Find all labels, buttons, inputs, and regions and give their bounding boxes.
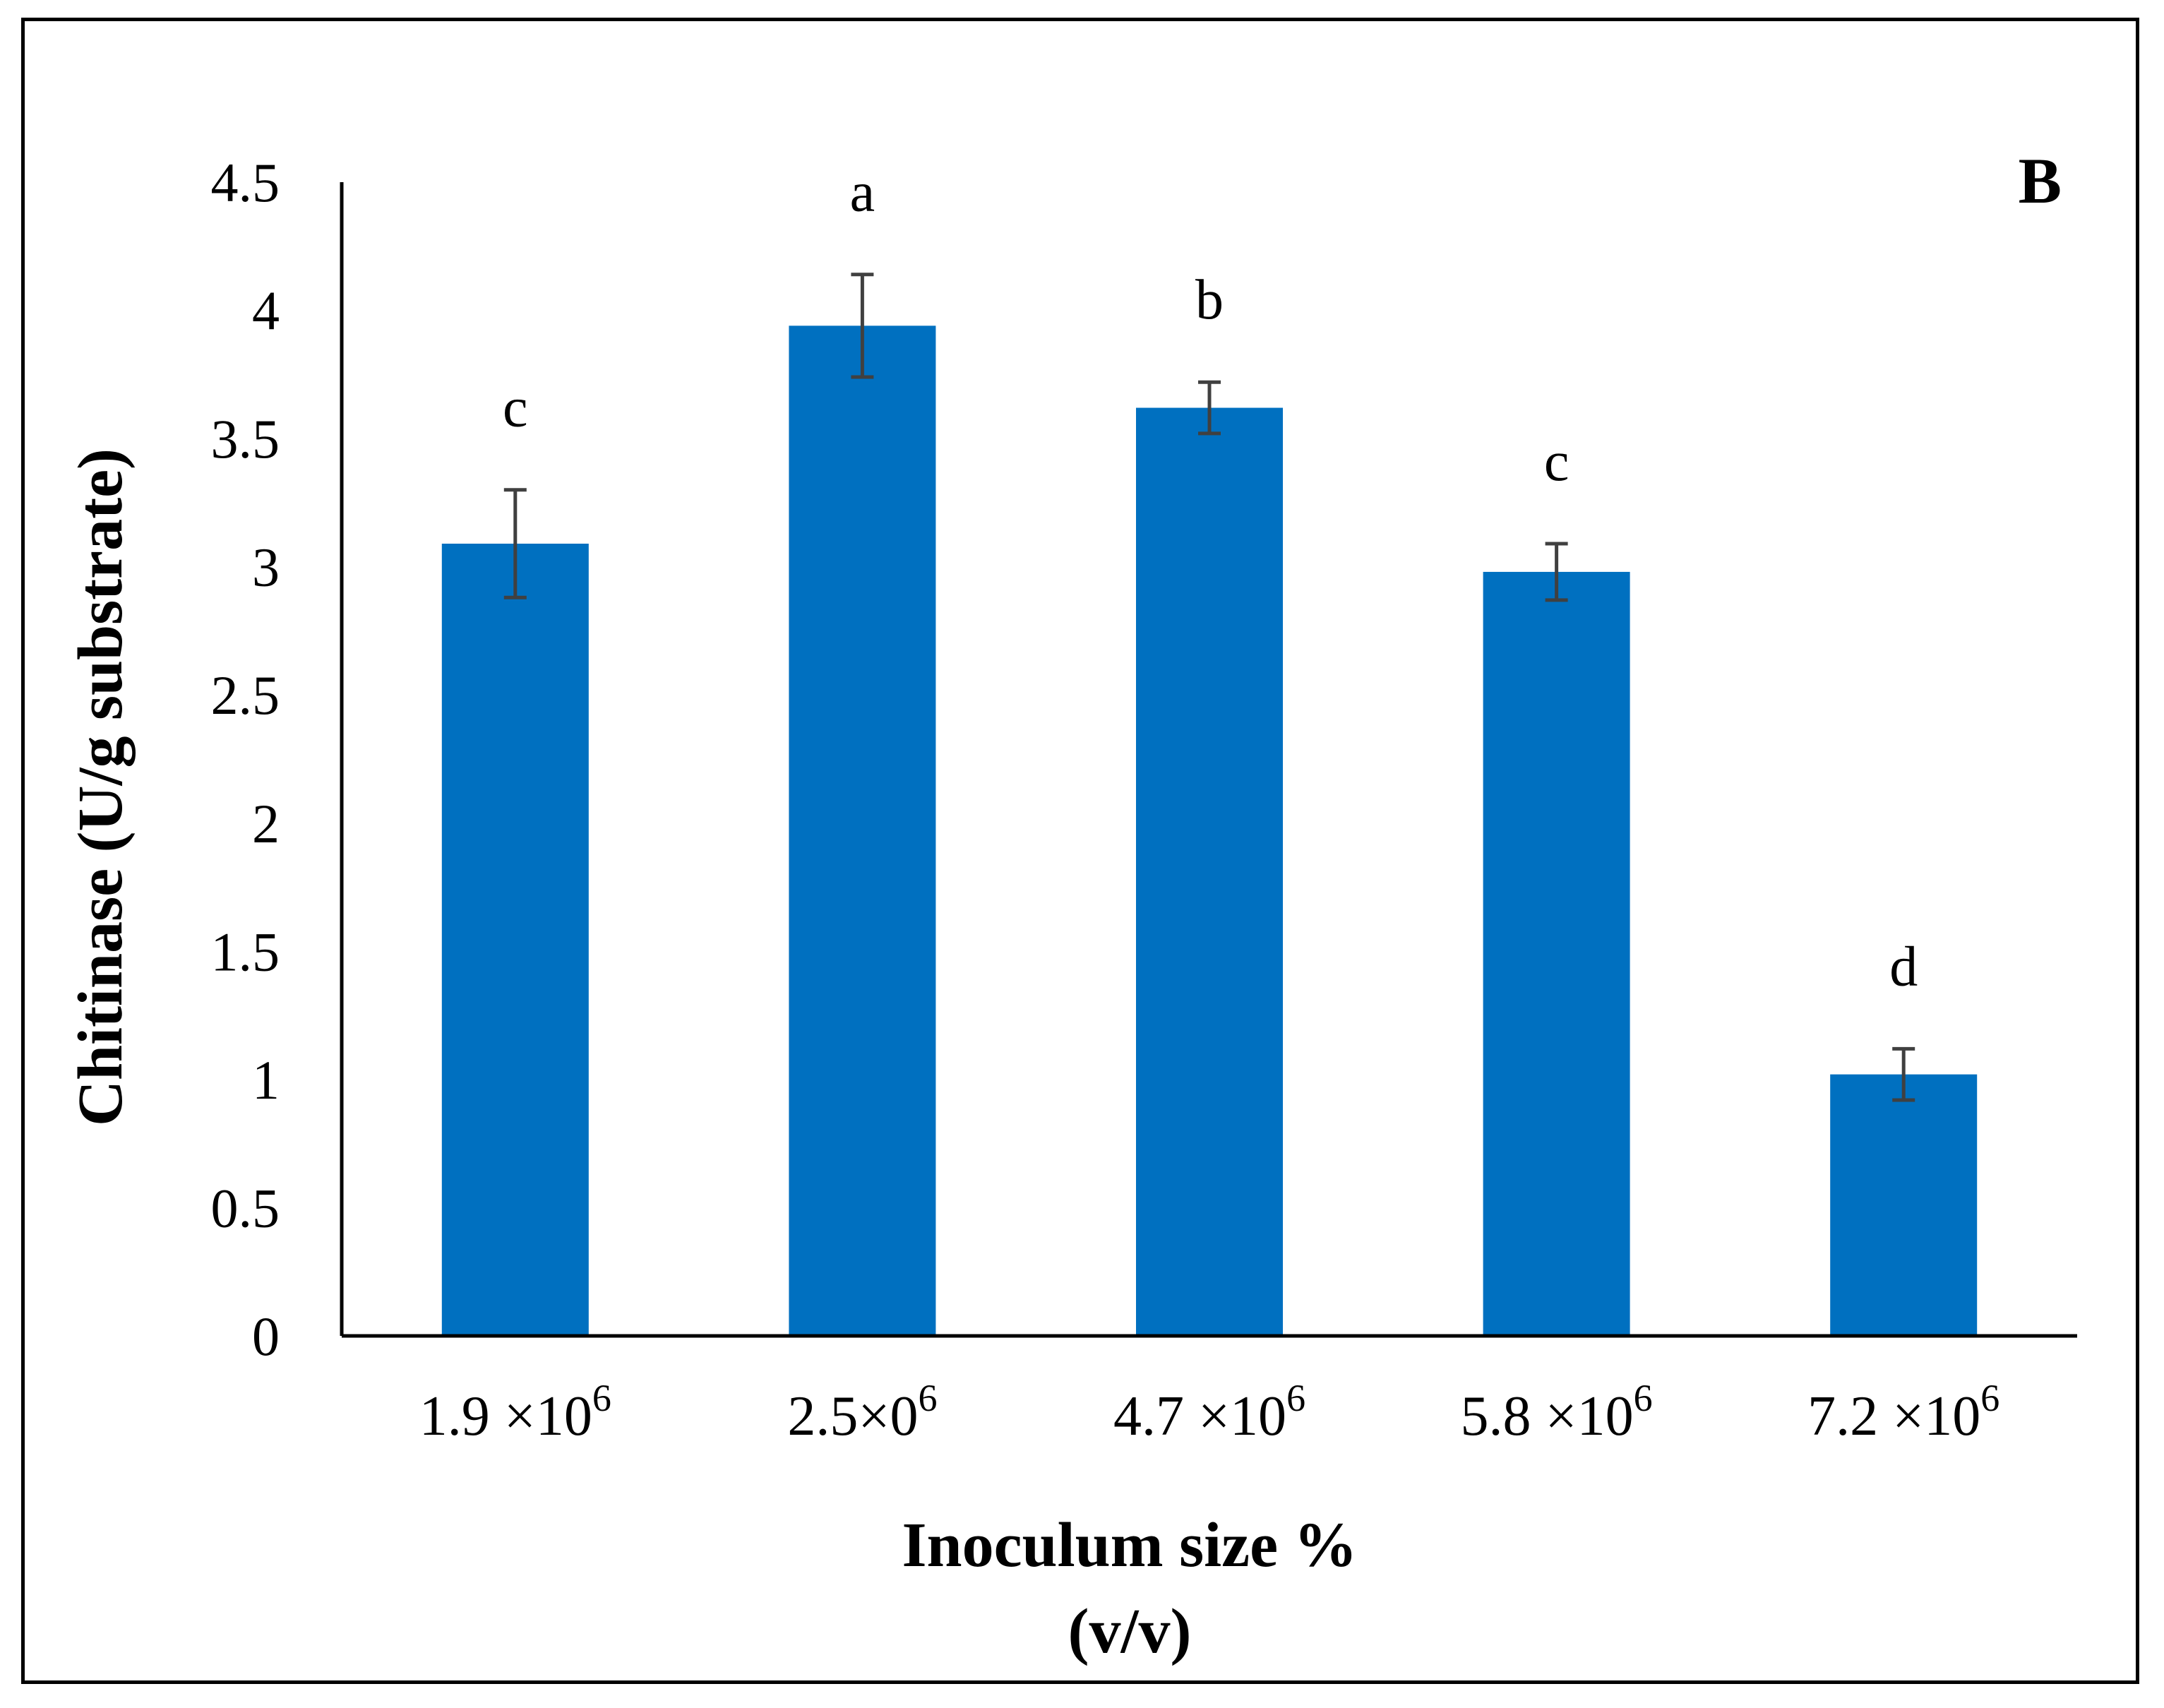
x-category-label-base: 5.8 ×10 [1461, 1385, 1634, 1447]
x-category-labels-group: 1.9 ×106 2.5×06 4.7 ×106 5.8 ×106 7.2 ×106 [419, 1377, 2000, 1447]
significance-letter: a [850, 162, 875, 224]
x-category-label-exponent: 6 [592, 1377, 611, 1419]
error-bar [1198, 380, 1221, 436]
x-axis-subtitle: (v/v) [1068, 1596, 1192, 1666]
panel-label: B [2019, 145, 2062, 217]
x-category-label-base: 7.2 ×10 [1807, 1385, 1980, 1447]
y-tick-labels-group: 0 0.5 1 1.5 2 2.5 3 3.5 4 4.5 [211, 152, 280, 1367]
y-tick-label: 3 [252, 537, 280, 598]
y-tick-label: 2 [252, 793, 280, 854]
x-category-label-base: 2.5×0 [787, 1385, 918, 1447]
bar [1136, 407, 1283, 1336]
x-category-label-exponent: 6 [918, 1377, 937, 1419]
y-tick-label: 1 [252, 1049, 280, 1111]
significance-letter: c [1544, 431, 1570, 493]
significance-letter: d [1889, 936, 1918, 998]
x-category-label-base: 1.9 ×10 [419, 1385, 592, 1447]
x-category-label-base: 4.7 ×10 [1113, 1385, 1286, 1447]
bar [789, 326, 936, 1336]
y-tick-label: 1.5 [211, 921, 280, 982]
y-tick-label: 3.5 [211, 408, 280, 470]
error-bars-group [503, 273, 1915, 1102]
y-tick-label: 4.5 [211, 152, 280, 213]
y-tick-label: 0 [252, 1306, 280, 1367]
figure-frame [21, 18, 2139, 1684]
error-bar [503, 488, 527, 599]
x-category-label-exponent: 6 [1980, 1377, 1999, 1419]
x-category-label: 4.7 ×106 [1113, 1377, 1305, 1447]
bars-group [441, 326, 1978, 1336]
significance-letter: b [1195, 269, 1224, 331]
x-category-label-exponent: 6 [1286, 1377, 1305, 1419]
x-axis-title: Inoculum size % [902, 1510, 1357, 1580]
y-axis-title: Chitinase (U/g substrate) [66, 448, 136, 1126]
significance-letter: c [503, 377, 528, 439]
y-tick-label: 4 [252, 280, 280, 342]
x-category-label: 1.9 ×106 [419, 1377, 611, 1447]
significance-labels-group: c a b c d [503, 162, 1918, 998]
y-tick-label: 2.5 [211, 664, 280, 726]
error-bar [851, 273, 874, 379]
x-category-label: 5.8 ×106 [1461, 1377, 1653, 1447]
bar [1483, 571, 1630, 1336]
bar [441, 543, 589, 1336]
error-bar [1892, 1046, 1915, 1102]
x-category-label: 2.5×06 [787, 1377, 937, 1447]
x-category-label-exponent: 6 [1634, 1377, 1653, 1419]
y-tick-label: 0.5 [211, 1177, 280, 1238]
error-bar [1545, 542, 1568, 602]
x-category-label: 7.2 ×106 [1807, 1377, 1999, 1447]
bar [1830, 1074, 1978, 1336]
